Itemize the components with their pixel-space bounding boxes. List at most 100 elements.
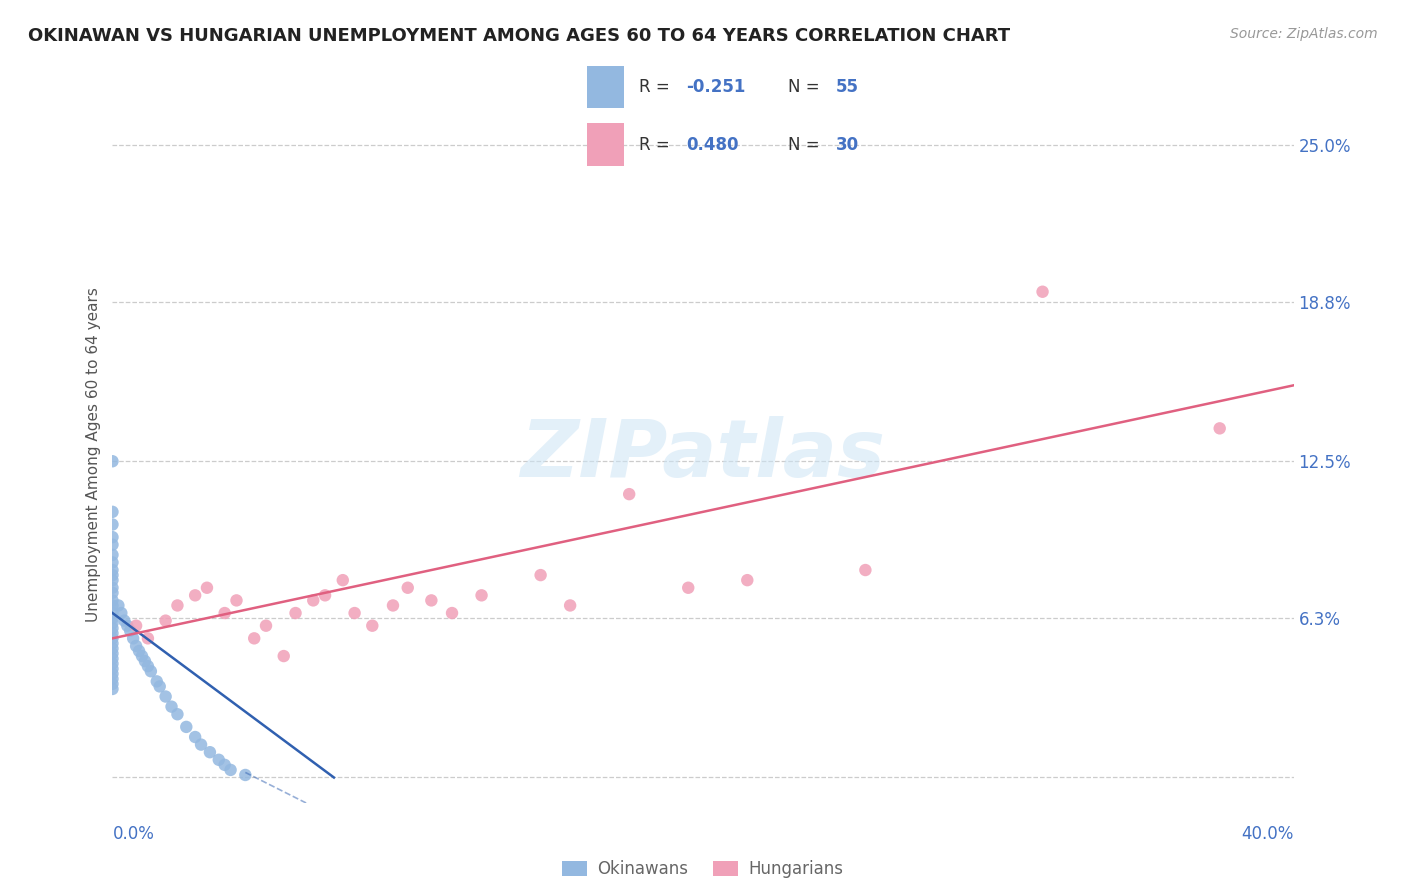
Point — [233, 768, 256, 782]
Point — [131, 648, 153, 663]
Point — [101, 681, 124, 696]
Point — [225, 593, 247, 607]
Point — [1032, 285, 1054, 299]
Point — [101, 616, 124, 631]
Point — [101, 568, 124, 582]
Point — [128, 644, 150, 658]
FancyBboxPatch shape — [588, 123, 624, 166]
Point — [101, 556, 124, 570]
Point — [101, 672, 124, 686]
Point — [101, 548, 124, 562]
Text: N =: N = — [789, 136, 825, 153]
Point — [155, 690, 177, 704]
Point — [101, 632, 124, 646]
Point — [214, 757, 236, 772]
Point — [101, 530, 124, 544]
Point — [254, 618, 277, 632]
Point — [101, 636, 124, 650]
Point — [125, 618, 148, 632]
Point — [284, 606, 307, 620]
Y-axis label: Unemployment Among Ages 60 to 64 years: Unemployment Among Ages 60 to 64 years — [86, 287, 101, 623]
Point — [101, 662, 124, 676]
Point — [382, 599, 405, 613]
Point — [101, 657, 124, 671]
Point — [155, 614, 177, 628]
Point — [136, 632, 159, 646]
Point — [134, 654, 156, 668]
Text: R =: R = — [638, 78, 675, 96]
Point — [120, 624, 142, 638]
Point — [101, 621, 124, 635]
Point — [101, 599, 124, 613]
Point — [101, 517, 124, 532]
Point — [125, 639, 148, 653]
Point — [101, 573, 124, 587]
Point — [529, 568, 551, 582]
Point — [737, 573, 759, 587]
Point — [101, 647, 124, 661]
Point — [101, 611, 124, 625]
Text: Source: ZipAtlas.com: Source: ZipAtlas.com — [1230, 27, 1378, 41]
Point — [214, 606, 236, 620]
Point — [101, 606, 124, 620]
Point — [855, 563, 877, 577]
Point — [136, 659, 159, 673]
Point — [101, 581, 124, 595]
Text: 55: 55 — [837, 78, 859, 96]
Legend: Okinawans, Hungarians: Okinawans, Hungarians — [555, 854, 851, 885]
Point — [184, 730, 207, 744]
Point — [420, 593, 443, 607]
Point — [101, 641, 124, 656]
Point — [190, 738, 212, 752]
Point — [619, 487, 641, 501]
Point — [101, 505, 124, 519]
Point — [361, 618, 384, 632]
Text: -0.251: -0.251 — [686, 78, 745, 96]
Point — [101, 666, 124, 681]
Text: 40.0%: 40.0% — [1241, 825, 1294, 843]
Text: R =: R = — [638, 136, 675, 153]
Point — [117, 618, 138, 632]
Text: ZIPatlas: ZIPatlas — [520, 416, 886, 494]
Point — [470, 588, 494, 602]
Point — [101, 454, 124, 468]
Point — [112, 614, 135, 628]
Text: OKINAWAN VS HUNGARIAN UNEMPLOYMENT AMONG AGES 60 TO 64 YEARS CORRELATION CHART: OKINAWAN VS HUNGARIAN UNEMPLOYMENT AMONG… — [28, 27, 1011, 45]
Point — [302, 593, 325, 607]
Point — [243, 632, 266, 646]
Text: 30: 30 — [837, 136, 859, 153]
Point — [101, 626, 124, 640]
Point — [101, 586, 124, 600]
Point — [101, 651, 124, 665]
Point — [110, 606, 132, 620]
Point — [198, 745, 221, 759]
FancyBboxPatch shape — [588, 66, 624, 109]
Point — [273, 648, 295, 663]
Point — [160, 699, 183, 714]
Point — [219, 763, 242, 777]
Point — [195, 581, 218, 595]
Text: N =: N = — [789, 78, 825, 96]
Text: 0.480: 0.480 — [686, 136, 738, 153]
Point — [558, 599, 582, 613]
Text: 0.0%: 0.0% — [112, 825, 155, 843]
Point — [396, 581, 419, 595]
Point — [101, 677, 124, 691]
Point — [678, 581, 700, 595]
Point — [139, 665, 162, 679]
Point — [332, 573, 354, 587]
Point — [174, 720, 197, 734]
Point — [208, 753, 231, 767]
Point — [1208, 421, 1232, 435]
Point — [441, 606, 464, 620]
Point — [166, 707, 188, 722]
Point — [184, 588, 207, 602]
Point — [107, 599, 129, 613]
Point — [149, 680, 172, 694]
Point — [166, 599, 188, 613]
Point — [101, 563, 124, 577]
Point — [101, 593, 124, 607]
Point — [122, 632, 145, 646]
Point — [101, 538, 124, 552]
Point — [343, 606, 366, 620]
